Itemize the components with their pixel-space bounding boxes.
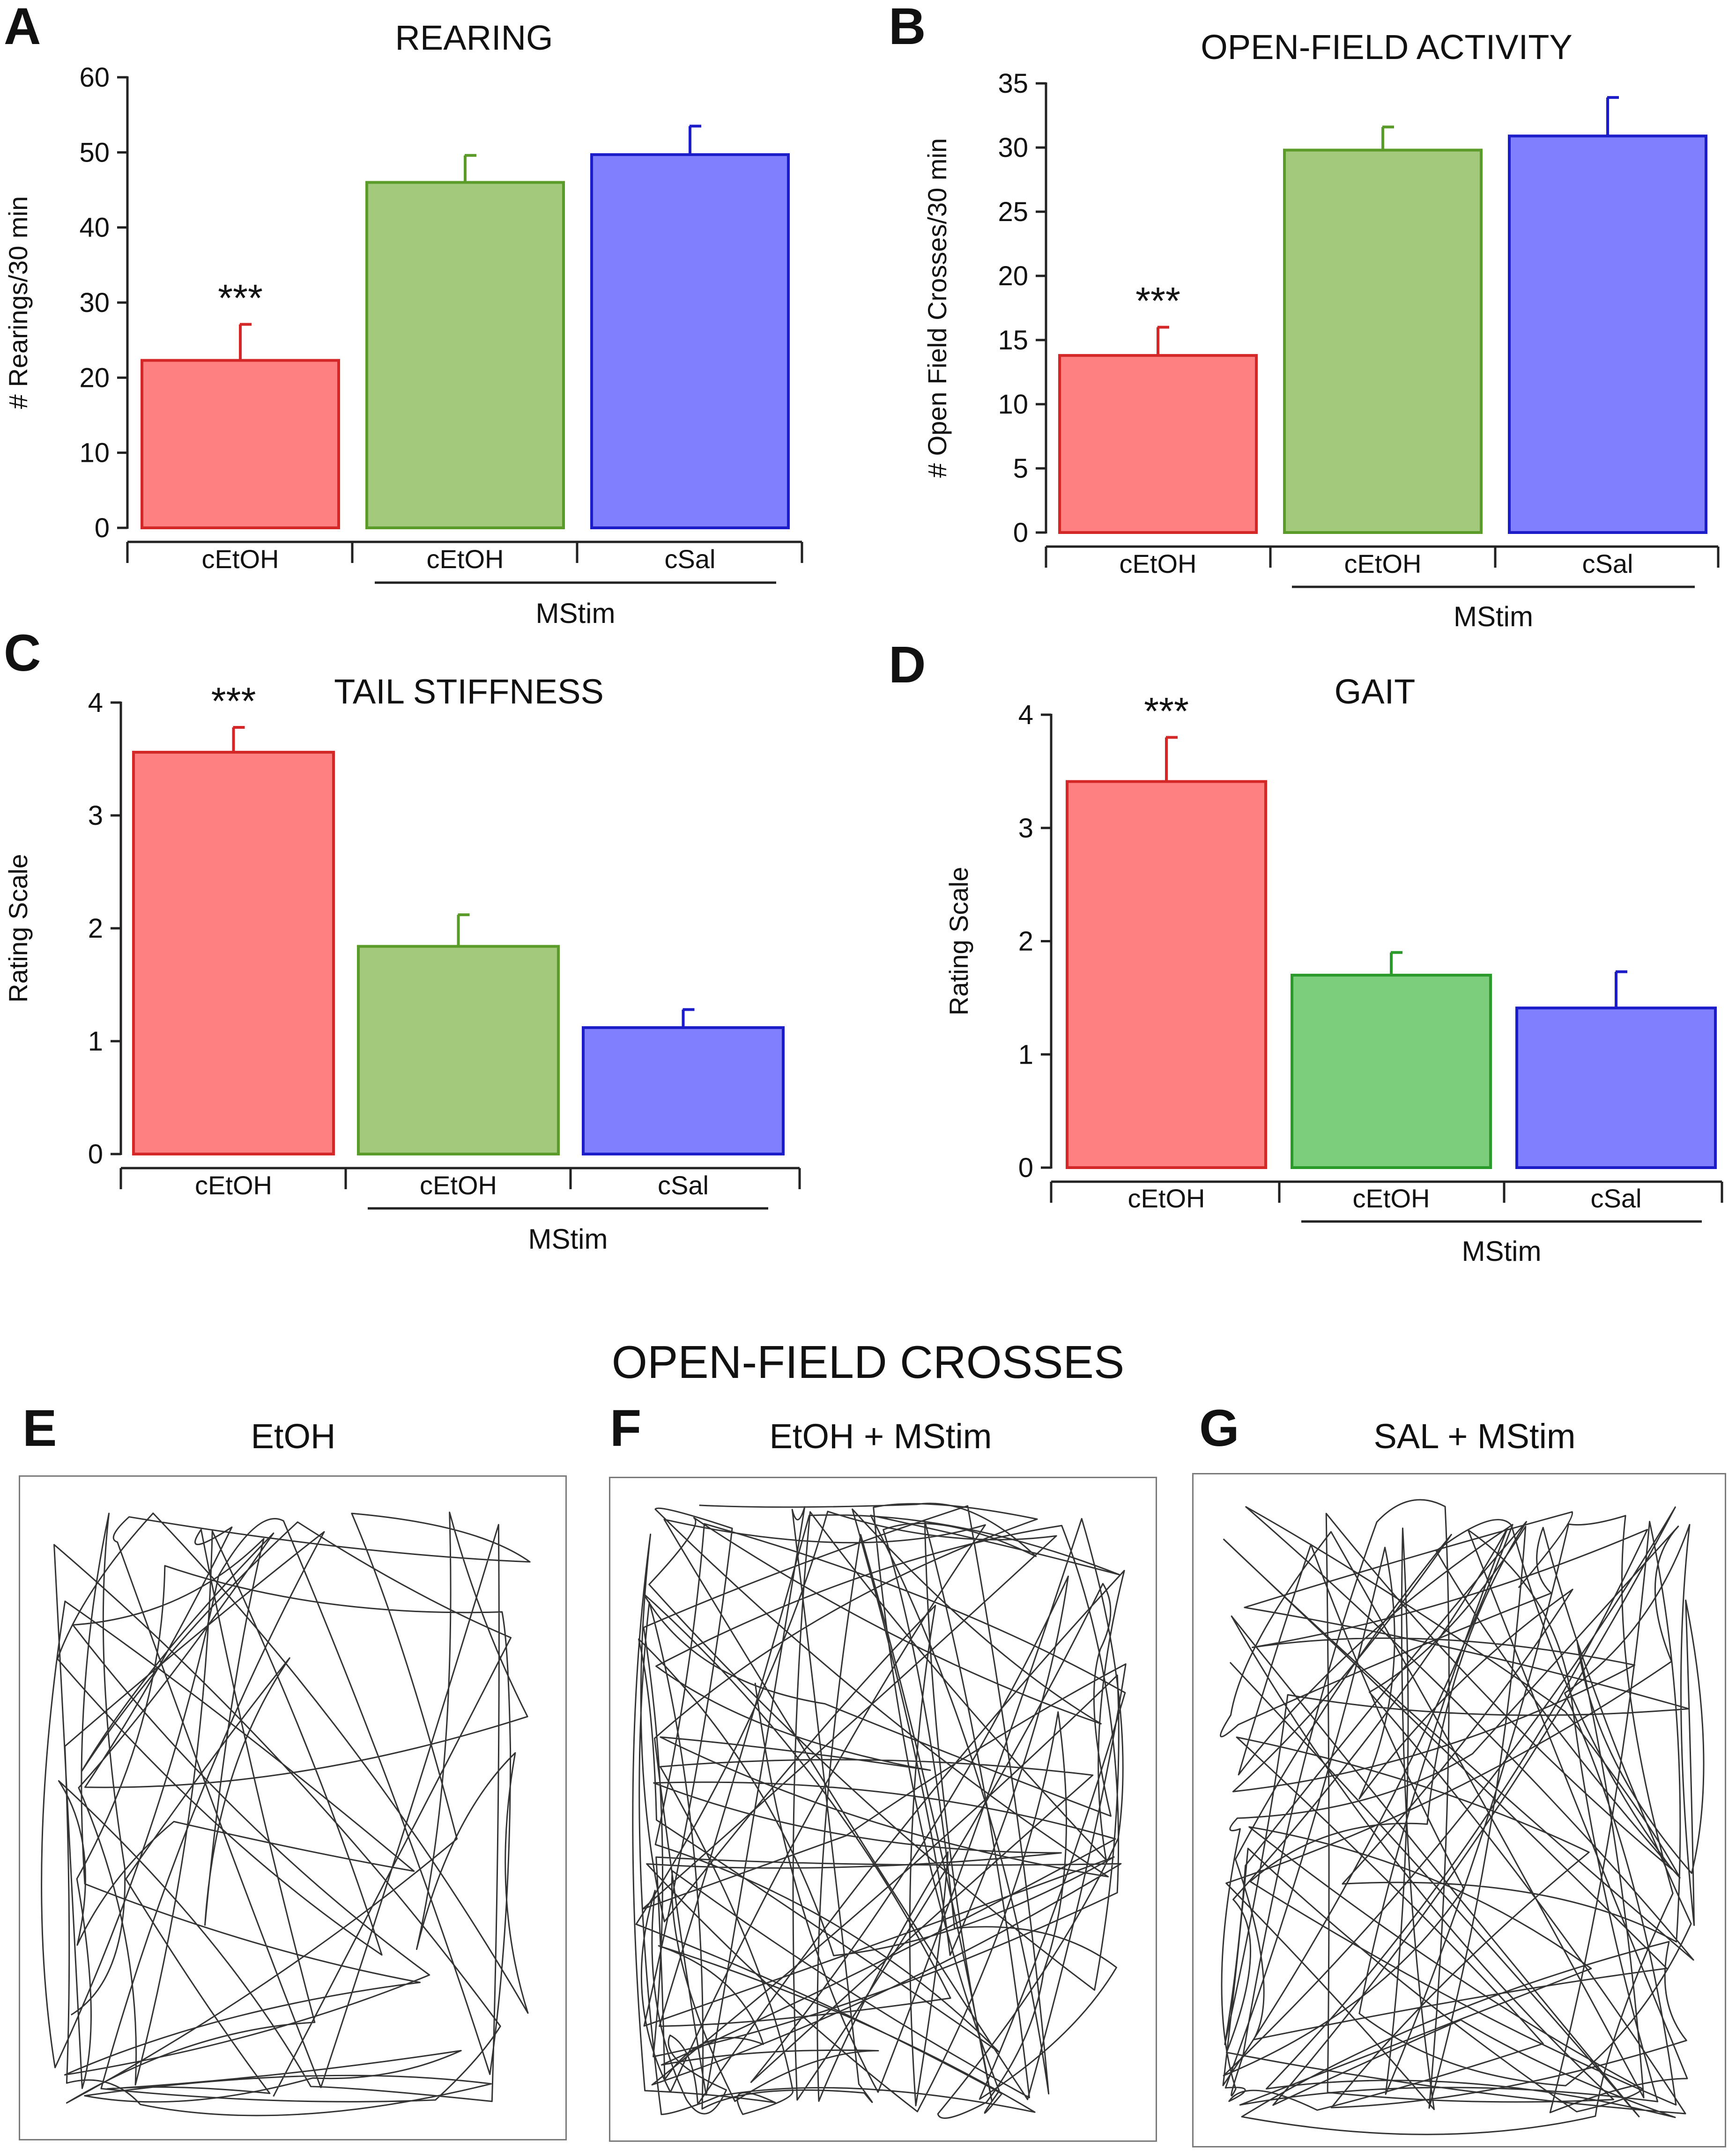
category-label-d-2: cSal <box>1591 1184 1642 1213</box>
y-tick-label-b-7: 35 <box>998 68 1028 99</box>
group-label-c: MStim <box>528 1223 608 1255</box>
category-label-c-1: cEtOH <box>420 1170 497 1200</box>
y-tick-label-c-4: 4 <box>88 688 103 718</box>
panel-letter-b: B <box>889 0 926 55</box>
panel-letter-d: D <box>889 636 926 694</box>
y-tick-label-b-2: 10 <box>998 389 1028 420</box>
y-tick-label-b-5: 25 <box>998 197 1028 227</box>
group-label-b: MStim <box>1454 601 1533 632</box>
category-label-d-1: cEtOH <box>1353 1184 1430 1213</box>
significance-mark-a-0: *** <box>218 277 263 319</box>
y-tick-label-b-0: 0 <box>1013 518 1028 548</box>
panel-letter-e: E <box>22 1399 57 1457</box>
tail-stiffness-title: TAIL STIFFNESS <box>334 672 604 711</box>
significance-mark-c-0: *** <box>211 680 256 723</box>
bar-d-0 <box>1066 780 1267 1169</box>
etoh-mstim-track-image <box>609 1477 1157 2142</box>
y-tick-label-a-2: 20 <box>79 363 110 393</box>
y-tick-label-b-4: 20 <box>998 261 1028 291</box>
y-tick-label-d-3: 3 <box>1018 813 1033 844</box>
y-tick-label-c-1: 1 <box>88 1026 103 1057</box>
panel-letter-c: C <box>4 624 41 682</box>
bar-d-2 <box>1515 1007 1717 1169</box>
bar-a-2 <box>590 153 790 530</box>
y-tick-label-d-0: 0 <box>1018 1153 1033 1183</box>
y-tick-label-a-1: 10 <box>79 438 110 468</box>
y-axis-label-c: Rating Scale <box>3 854 33 1003</box>
open-field-activity-chart: 0 5 10 15 20 25 30 35 # Open Field Crosses/30 mi… <box>922 68 1720 632</box>
bar-b-0 <box>1058 354 1258 534</box>
y-axis-label-a: # Rearings/30 min <box>3 196 33 409</box>
locomotion-path <box>41 1511 531 2117</box>
locomotion-path <box>632 1503 1127 2119</box>
category-label-a-2: cSal <box>665 544 716 574</box>
group-label-d: MStim <box>1462 1236 1542 1267</box>
gait-chart: 0 1 2 3 4 Rating Scale cEtOH *** cEtOH cSal MStim <box>944 690 1723 1267</box>
category-label-b-0: cEtOH <box>1120 549 1197 578</box>
group-label-a: MStim <box>536 598 616 629</box>
bar-b-1 <box>1283 148 1483 534</box>
y-tick-label-d-1: 1 <box>1018 1039 1033 1070</box>
category-label-b-1: cEtOH <box>1344 549 1422 578</box>
category-label-b-2: cSal <box>1582 549 1633 578</box>
locomotion-path <box>1220 1499 1705 2135</box>
y-tick-label-d-2: 2 <box>1018 926 1033 957</box>
sal-mstim-track-image <box>1192 1473 1726 2147</box>
significance-mark-d-0: *** <box>1144 690 1189 733</box>
y-axis-label-d: Rating Scale <box>944 867 973 1016</box>
y-axis-label-b: # Open Field Crosses/30 min <box>922 138 952 478</box>
sal-mstim-track-title: SAL + MStim <box>1373 1417 1576 1456</box>
category-label-a-1: cEtOH <box>427 544 504 574</box>
y-tick-label-d-4: 4 <box>1018 700 1033 730</box>
y-tick-label-c-3: 3 <box>88 800 103 831</box>
bar-d-1 <box>1291 974 1492 1170</box>
y-tick-label-a-5: 50 <box>79 137 110 168</box>
y-tick-label-a-0: 0 <box>95 513 110 543</box>
significance-mark-b-0: *** <box>1135 280 1180 323</box>
rearing-chart: 0 10 20 30 40 50 60 # Rearings/30 min cEtOH *** cE… <box>3 62 803 629</box>
bar-c-2 <box>582 1026 785 1156</box>
gait-title: GAIT <box>1334 672 1416 711</box>
y-tick-label-b-3: 15 <box>998 325 1028 355</box>
etoh-mstim-track-title: EtOH + MStim <box>769 1417 992 1456</box>
y-tick-label-b-6: 30 <box>998 133 1028 163</box>
bar-a-1 <box>365 181 565 529</box>
rearing-title: REARING <box>395 18 553 57</box>
panel-letter-f: F <box>610 1399 642 1457</box>
bar-b-2 <box>1508 134 1707 534</box>
bar-c-0 <box>132 751 335 1156</box>
open-field-activity-title: OPEN-FIELD ACTIVITY <box>1201 28 1573 67</box>
bar-a-0 <box>141 359 340 529</box>
panel-letter-a: A <box>4 0 41 55</box>
y-tick-label-b-1: 5 <box>1013 453 1028 484</box>
category-label-c-2: cSal <box>658 1170 709 1200</box>
category-label-a-0: cEtOH <box>202 544 279 574</box>
y-tick-label-c-0: 0 <box>88 1139 103 1170</box>
y-tick-label-c-2: 2 <box>88 913 103 944</box>
y-tick-label-a-6: 60 <box>79 62 110 93</box>
open-field-crosses-title: OPEN-FIELD CROSSES <box>611 1336 1125 1388</box>
panel-letter-g: G <box>1199 1399 1239 1457</box>
bar-c-1 <box>357 945 560 1155</box>
etoh-track-title: EtOH <box>251 1417 336 1456</box>
tail-stiffness-chart: 0 1 2 3 4 Rating Scale cEtOH *** cEtOH cSal MStim <box>3 680 801 1255</box>
etoh-track-image <box>19 1475 567 2140</box>
category-label-c-0: cEtOH <box>195 1170 272 1200</box>
y-tick-label-a-4: 40 <box>79 213 110 243</box>
y-tick-label-a-3: 30 <box>79 288 110 318</box>
category-label-d-0: cEtOH <box>1128 1184 1205 1213</box>
